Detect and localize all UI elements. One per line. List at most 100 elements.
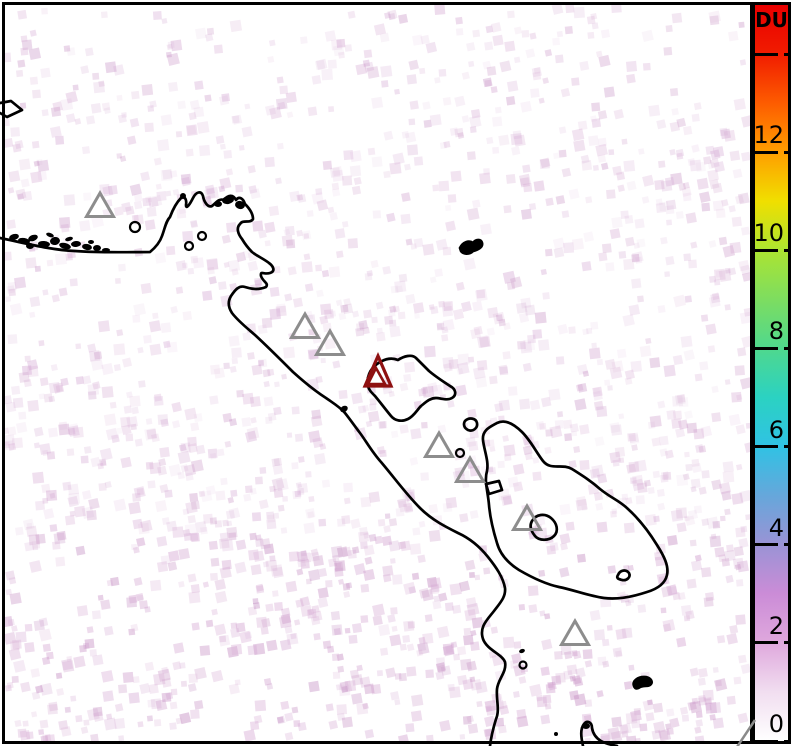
noise-pixel xyxy=(628,432,640,444)
noise-pixel xyxy=(317,597,329,608)
noise-pixel xyxy=(257,324,268,335)
noise-pixel xyxy=(331,169,344,182)
noise-pixel xyxy=(469,510,479,519)
noise-pixel xyxy=(616,591,627,602)
noise-pixel xyxy=(520,297,532,309)
noise-pixel xyxy=(442,96,452,106)
noise-pixel xyxy=(259,538,271,550)
noise-pixel xyxy=(318,518,327,527)
noise-pixel xyxy=(632,474,644,487)
noise-pixel xyxy=(258,499,269,510)
noise-pixel xyxy=(621,138,628,145)
noise-pixel xyxy=(372,603,385,617)
noise-pixel xyxy=(589,609,601,621)
noise-pixel xyxy=(157,414,169,425)
noise-pixel xyxy=(315,59,326,71)
noise-pixel xyxy=(683,349,695,361)
noise-pixel xyxy=(538,97,545,104)
noise-pixel xyxy=(655,198,663,206)
noise-pixel xyxy=(665,25,673,33)
noise-pixel xyxy=(573,693,587,707)
noise-pixel xyxy=(658,728,672,741)
noise-pixel xyxy=(294,619,301,626)
noise-pixel xyxy=(218,634,231,647)
noise-pixel xyxy=(465,436,477,448)
noise-pixel xyxy=(25,257,37,269)
noise-pixel xyxy=(679,706,689,715)
noise-pixel xyxy=(84,638,95,649)
noise-pixel xyxy=(168,463,182,477)
noise-pixel xyxy=(652,470,661,479)
noise-pixel xyxy=(488,467,497,475)
noise-pixel xyxy=(724,379,731,385)
noise-pixel xyxy=(328,720,338,730)
noise-pixel xyxy=(670,172,683,186)
noise-pixel xyxy=(575,383,584,392)
noise-pixel xyxy=(518,604,526,611)
noise-pixel xyxy=(511,146,521,156)
noise-pixel xyxy=(560,643,572,655)
noise-pixel xyxy=(709,535,722,548)
colorbar-tick-label: 4 xyxy=(768,513,784,542)
noise-pixel xyxy=(732,557,745,569)
noise-pixel xyxy=(65,91,78,104)
noise-pixel xyxy=(602,660,610,668)
noise-pixel xyxy=(736,560,749,573)
noise-pixel xyxy=(615,628,627,640)
noise-pixel xyxy=(675,148,685,158)
noise-pixel xyxy=(698,486,707,495)
noise-pixel xyxy=(669,148,676,156)
noise-pixel xyxy=(272,590,279,597)
noise-pixel xyxy=(100,460,107,467)
noise-pixel xyxy=(613,109,624,120)
noise-pixel xyxy=(379,647,389,656)
noise-pixel xyxy=(428,529,441,542)
noise-pixel xyxy=(484,482,491,490)
noise-pixel xyxy=(285,580,298,593)
noise-pixel xyxy=(193,413,203,423)
noise-pixel xyxy=(436,322,445,331)
noise-pixel xyxy=(630,709,642,722)
noise-pixel xyxy=(103,107,111,115)
noise-pixel xyxy=(5,138,14,148)
noise-pixel xyxy=(714,678,728,692)
noise-pixel xyxy=(213,44,224,54)
noise-pixel xyxy=(486,66,497,76)
noise-pixel xyxy=(332,671,341,680)
noise-pixel xyxy=(284,225,295,236)
noise-pixel xyxy=(709,714,716,721)
noise-pixel xyxy=(345,582,353,589)
noise-pixel xyxy=(153,395,164,406)
noise-pixel xyxy=(389,325,401,338)
noise-pixel xyxy=(439,719,451,732)
noise-pixel xyxy=(226,526,238,539)
noise-pixel xyxy=(38,340,45,347)
noise-pixel xyxy=(657,305,666,314)
noise-pixel xyxy=(675,211,684,220)
noise-pixel xyxy=(331,653,340,662)
noise-pixel xyxy=(366,384,376,394)
noise-pixel xyxy=(478,552,488,562)
noise-pixel xyxy=(597,110,608,120)
colorbar-tick xyxy=(755,739,779,743)
noise-pixel xyxy=(399,643,407,651)
noise-pixel xyxy=(231,357,239,365)
noise-pixel xyxy=(273,266,281,274)
noise-pixel xyxy=(457,132,465,139)
noise-pixel xyxy=(430,305,439,315)
noise-pixel xyxy=(495,693,503,701)
noise-pixel xyxy=(540,268,547,276)
noise-pixel xyxy=(712,666,719,673)
noise-pixel xyxy=(385,667,396,679)
noise-pixel xyxy=(193,700,204,710)
noise-pixel xyxy=(724,304,731,311)
noise-pixel xyxy=(647,487,655,494)
noise-pixel xyxy=(735,195,744,204)
colorbar-tick xyxy=(784,248,788,252)
noise-pixel xyxy=(138,380,146,388)
noise-pixel xyxy=(548,388,561,401)
noise-pixel xyxy=(277,101,286,110)
noise-pixel xyxy=(59,217,71,229)
colorbar-tick-label: 10 xyxy=(753,219,784,248)
noise-pixel xyxy=(486,705,496,716)
